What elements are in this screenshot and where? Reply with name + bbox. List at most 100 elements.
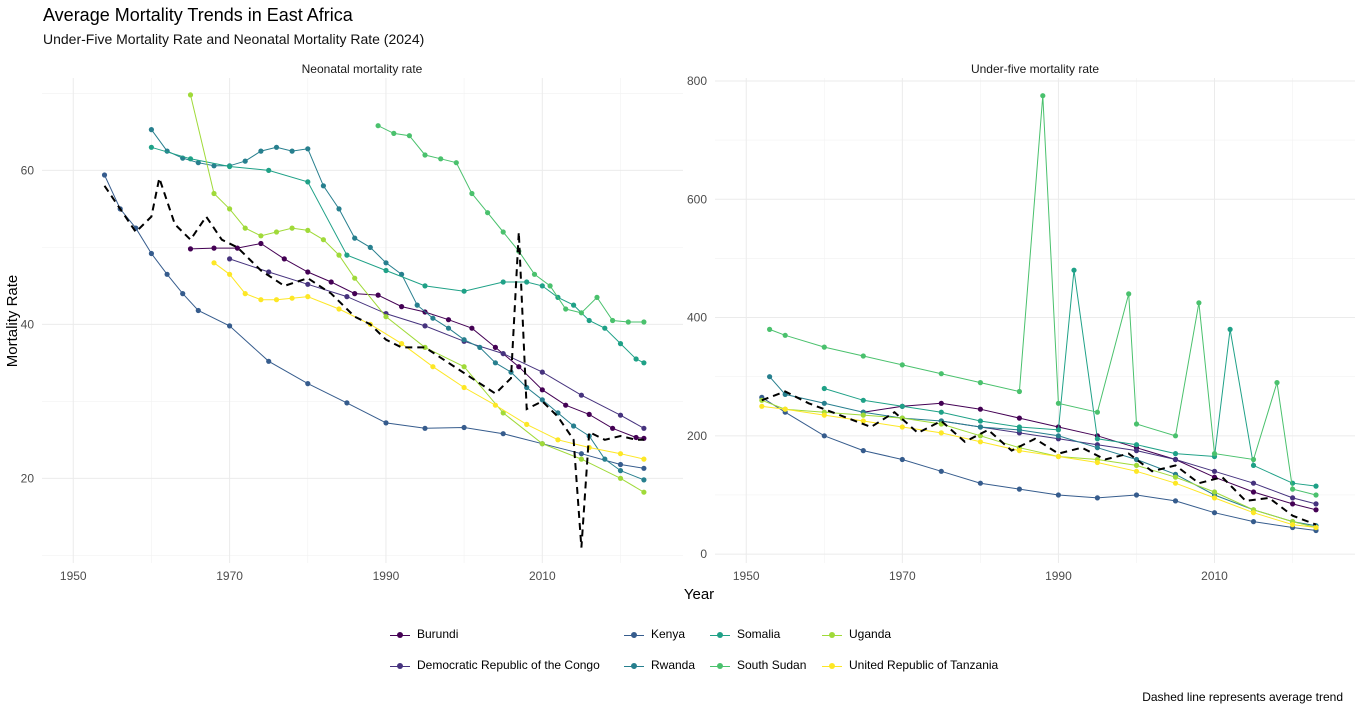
- series-average: [761, 390, 1317, 526]
- data-point: [1274, 380, 1280, 386]
- data-point: [1094, 459, 1100, 466]
- data-point: [938, 430, 944, 436]
- data-point: [602, 325, 608, 331]
- data-point: [485, 210, 491, 216]
- data-point: [266, 167, 272, 173]
- series-somalia: [148, 144, 647, 366]
- data-point: [461, 288, 467, 294]
- data-point: [406, 133, 412, 139]
- y-tick-label: 20: [21, 471, 35, 485]
- data-point: [1172, 498, 1179, 504]
- data-point: [305, 281, 311, 287]
- data-point: [344, 252, 350, 258]
- data-point: [1094, 409, 1100, 415]
- data-point: [860, 412, 866, 418]
- data-point: [938, 400, 944, 406]
- chart-subtitle: Under-Five Mortality Rate and Neonatal M…: [43, 31, 425, 47]
- series-line: [151, 146, 645, 364]
- data-point: [821, 344, 827, 350]
- series-line: [761, 399, 1317, 528]
- data-point: [164, 271, 170, 277]
- data-point: [899, 456, 905, 463]
- data-point: [422, 344, 428, 350]
- data-point: [344, 400, 350, 406]
- data-point: [1133, 442, 1140, 448]
- data-point: [1016, 424, 1023, 430]
- data-point: [305, 294, 311, 300]
- data-point: [1094, 436, 1100, 442]
- legend-label: Somalia: [737, 627, 781, 641]
- series-burundi: [860, 400, 1319, 513]
- data-point: [461, 337, 467, 343]
- data-point: [617, 451, 624, 457]
- data-point: [391, 130, 397, 136]
- data-point: [469, 325, 475, 331]
- average-trend-line: [103, 174, 644, 548]
- x-tick-label: 1970: [216, 569, 243, 583]
- data-point: [258, 240, 264, 247]
- data-point: [1290, 522, 1296, 528]
- data-point: [524, 279, 530, 285]
- data-point: [180, 291, 186, 297]
- legend-key: [822, 659, 842, 673]
- data-point: [1094, 495, 1100, 501]
- data-point: [860, 353, 866, 359]
- data-point: [524, 421, 530, 427]
- data-point: [461, 364, 467, 370]
- data-point: [211, 163, 217, 169]
- x-tick-label: 1970: [889, 569, 916, 583]
- data-point: [320, 183, 326, 189]
- data-point: [1250, 489, 1257, 495]
- data-point: [578, 456, 585, 462]
- data-point: [492, 344, 498, 350]
- data-point: [383, 260, 389, 266]
- data-point: [1313, 483, 1319, 489]
- data-point: [531, 271, 538, 277]
- data-point: [492, 402, 498, 408]
- data-point: [492, 360, 498, 366]
- data-point: [383, 267, 389, 274]
- data-point: [977, 424, 984, 430]
- data-point: [1250, 480, 1257, 486]
- data-point: [422, 425, 428, 431]
- data-point: [977, 480, 984, 486]
- data-point: [399, 341, 405, 347]
- data-point: [1055, 427, 1061, 433]
- data-point: [453, 160, 459, 166]
- data-point: [375, 292, 381, 298]
- data-point: [1055, 453, 1061, 460]
- data-point: [1016, 486, 1023, 492]
- data-point: [1211, 510, 1218, 516]
- data-point: [1126, 291, 1132, 297]
- data-point: [782, 406, 788, 412]
- data-point: [641, 465, 647, 471]
- data-point: [1290, 480, 1296, 486]
- data-point: [461, 424, 467, 431]
- data-point: [759, 403, 765, 409]
- legend-key: [390, 659, 410, 673]
- series-line: [213, 262, 645, 460]
- data-point: [305, 269, 311, 275]
- y-axis-title: Mortality Rate: [4, 275, 21, 368]
- data-point: [821, 400, 827, 406]
- data-point: [571, 302, 577, 308]
- data-point: [328, 279, 334, 285]
- legend-key: [822, 628, 842, 642]
- data-point: [1055, 492, 1061, 498]
- data-point: [1133, 462, 1140, 468]
- y-tick-label: 0: [700, 547, 707, 561]
- y-tick-label: 200: [687, 429, 707, 443]
- series-line: [941, 420, 1317, 505]
- series-united-republic-of-tanzania: [759, 403, 1319, 531]
- data-point: [1055, 400, 1061, 406]
- data-point: [469, 190, 475, 197]
- data-point: [289, 225, 295, 231]
- data-point: [500, 410, 506, 416]
- series-democratic-republic-of-the-congo: [227, 256, 647, 431]
- data-point: [422, 152, 428, 158]
- data-point: [227, 256, 233, 262]
- data-point: [234, 245, 240, 251]
- data-point: [539, 283, 545, 289]
- data-point: [860, 448, 866, 454]
- panel-strip-label: Neonatal mortality rate: [302, 62, 423, 76]
